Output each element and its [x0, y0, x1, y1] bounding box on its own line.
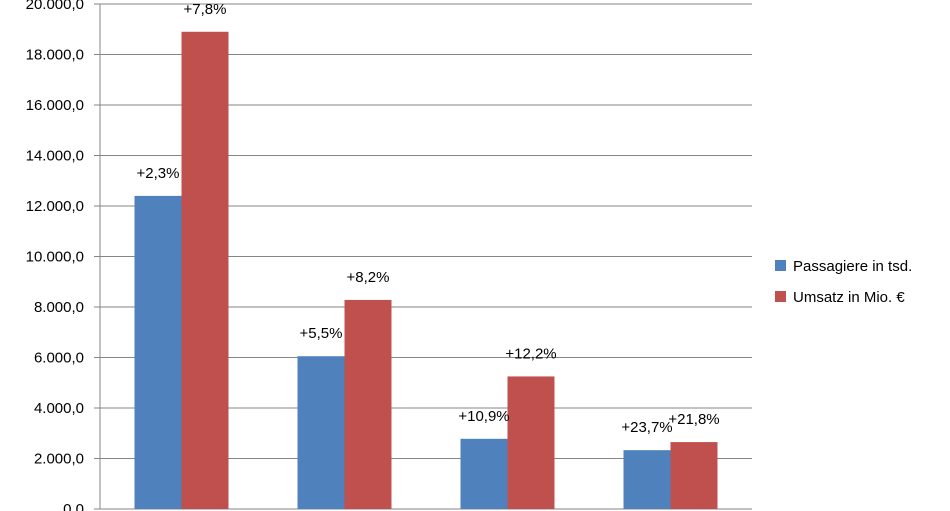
y-tick-label: 6.000,0: [34, 350, 84, 367]
bar: [507, 376, 555, 509]
y-tick-label: 14.000,0: [26, 148, 84, 165]
bar: [670, 442, 718, 509]
legend-label: Umsatz in Mio. €: [793, 289, 905, 306]
legend-swatch: [775, 260, 786, 271]
data-label: +5,5%: [300, 325, 343, 342]
data-labels: +2,3% +5,5% +10,9% +23,7% +7,8% +8,2% +12,2% +2…: [137, 1, 720, 436]
bar: [181, 31, 229, 510]
y-tick-label: 8.000,0: [34, 299, 84, 316]
y-tick-label: 20.000,0: [26, 0, 84, 13]
data-label: +23,7%: [621, 419, 672, 436]
bar: [623, 450, 671, 509]
data-label: +10,9%: [458, 408, 509, 425]
bar: [134, 195, 182, 509]
bars: [134, 31, 718, 510]
y-tick-label: 2.000,0: [34, 451, 84, 468]
data-label: +7,8%: [184, 1, 227, 18]
bar: [297, 356, 345, 509]
bar: [344, 299, 392, 509]
data-label: +12,2%: [505, 345, 556, 362]
legend: Passagiere in tsd. Umsatz in Mio. €: [775, 258, 912, 306]
data-label: +8,2%: [347, 269, 390, 286]
y-tick-label: 4.000,0: [34, 400, 84, 417]
y-tick-label: 12.000,0: [26, 198, 84, 215]
y-tick-label: 18.000,0: [26, 47, 84, 64]
legend-label: Passagiere in tsd.: [793, 258, 912, 275]
data-label: +21,8%: [668, 411, 719, 428]
data-label: +2,3%: [137, 165, 180, 182]
legend-swatch: [775, 291, 786, 302]
y-tick-label: 10.000,0: [26, 249, 84, 266]
y-tick-label: 0,0: [63, 501, 84, 511]
bar: [460, 438, 508, 509]
y-tick-label: 16.000,0: [26, 97, 84, 114]
y-axis-tick-labels: 0,0 2.000,0 4.000,0 6.000,0 8.000,0 10.000,0 1…: [26, 0, 84, 511]
